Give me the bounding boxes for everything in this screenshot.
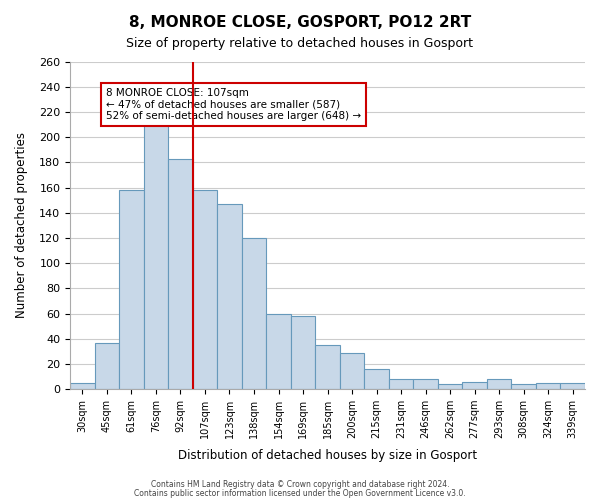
Bar <box>242 238 266 389</box>
Bar <box>463 382 487 389</box>
Bar <box>389 379 413 389</box>
Bar <box>315 345 340 389</box>
Bar <box>95 342 119 389</box>
Text: 8 MONROE CLOSE: 107sqm
← 47% of detached houses are smaller (587)
52% of semi-de: 8 MONROE CLOSE: 107sqm ← 47% of detached… <box>106 88 361 121</box>
Bar <box>193 190 217 389</box>
Bar <box>217 204 242 389</box>
X-axis label: Distribution of detached houses by size in Gosport: Distribution of detached houses by size … <box>178 450 477 462</box>
Bar <box>70 383 95 389</box>
Bar <box>266 314 291 389</box>
Bar <box>560 383 585 389</box>
Bar <box>511 384 536 389</box>
Text: Contains HM Land Registry data © Crown copyright and database right 2024.: Contains HM Land Registry data © Crown c… <box>151 480 449 489</box>
Bar <box>340 352 364 389</box>
Bar <box>168 158 193 389</box>
Text: 8, MONROE CLOSE, GOSPORT, PO12 2RT: 8, MONROE CLOSE, GOSPORT, PO12 2RT <box>129 15 471 30</box>
Bar <box>487 379 511 389</box>
Text: Size of property relative to detached houses in Gosport: Size of property relative to detached ho… <box>127 38 473 51</box>
Bar <box>291 316 315 389</box>
Bar <box>143 113 168 389</box>
Bar <box>536 383 560 389</box>
Bar <box>438 384 463 389</box>
Text: Contains public sector information licensed under the Open Government Licence v3: Contains public sector information licen… <box>134 488 466 498</box>
Bar <box>413 379 438 389</box>
Y-axis label: Number of detached properties: Number of detached properties <box>15 132 28 318</box>
Bar <box>119 190 143 389</box>
Bar <box>364 369 389 389</box>
